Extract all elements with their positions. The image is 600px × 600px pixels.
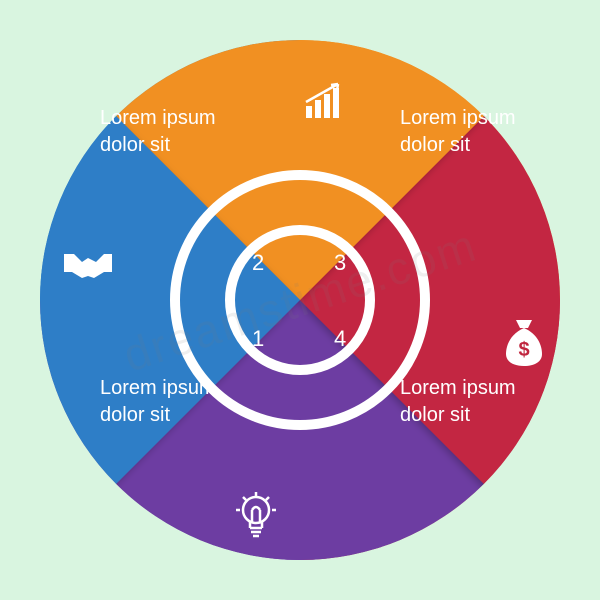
number-2: 2 xyxy=(252,250,264,276)
segment-br-text: Lorem ipsum dolor sit xyxy=(400,375,520,429)
segment-bl-text: Lorem ipsum dolor sit xyxy=(100,375,220,429)
number-3: 3 xyxy=(334,250,346,276)
segment-tl-text: Lorem ipsum dolor sit xyxy=(100,105,220,159)
segment-tr-text: Lorem ipsum dolor sit xyxy=(400,105,520,159)
svg-text:$: $ xyxy=(518,339,529,361)
infographic-stage: $ Lorem ipsum dolor sit Lorem ipsum dolo… xyxy=(0,0,600,600)
number-1: 1 xyxy=(252,326,264,352)
number-4: 4 xyxy=(334,326,346,352)
